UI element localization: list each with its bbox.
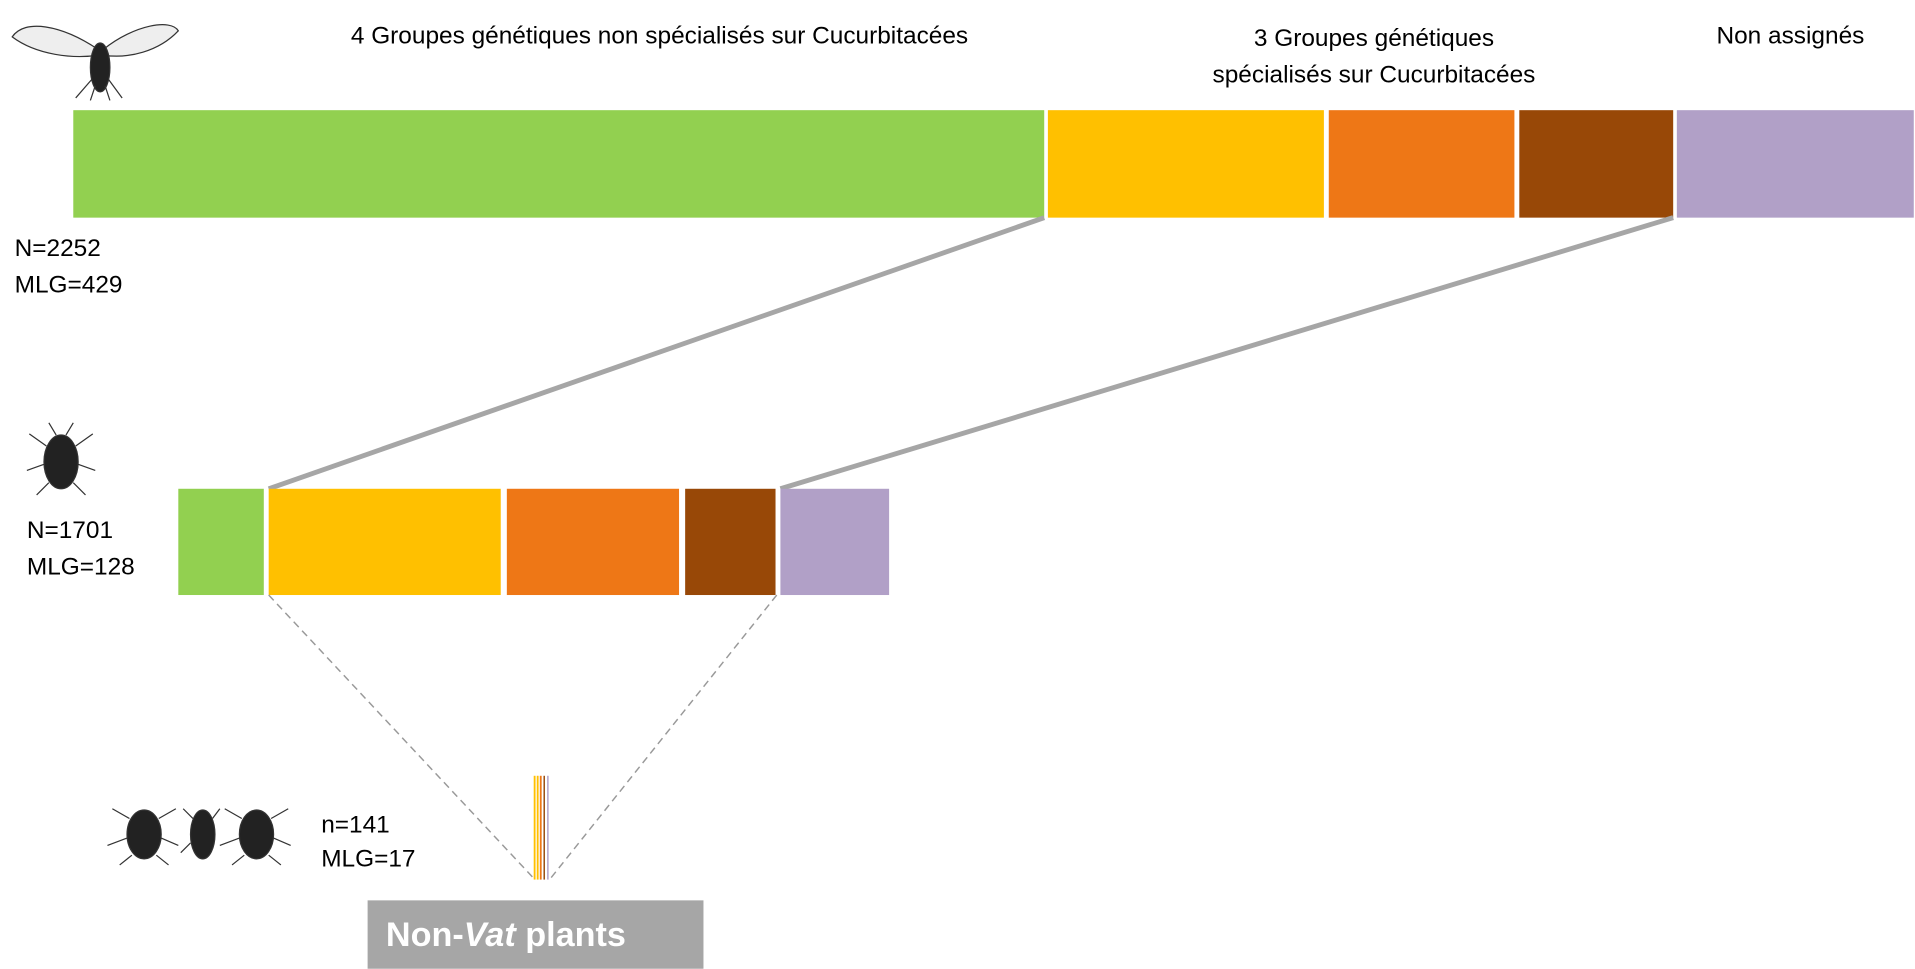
level-n: N=1701 (27, 517, 113, 544)
level-n: N=2252 (15, 235, 101, 262)
segment (547, 775, 549, 880)
winged-aphid-icon (11, 24, 180, 101)
segment (1519, 110, 1674, 218)
level-mlg: MLG=429 (15, 271, 123, 298)
header-specialized: 3 Groupes génétiques (1254, 25, 1494, 52)
segment (506, 488, 680, 596)
bar-row-2 (178, 488, 890, 596)
segment (1047, 110, 1324, 218)
segment (178, 488, 264, 596)
level-n: n=141 (321, 811, 390, 838)
dashed-connector (268, 594, 536, 881)
segment (780, 488, 890, 596)
aphid-icon (26, 422, 96, 496)
segment (268, 488, 501, 596)
connector (779, 215, 1674, 492)
box-prefix: Non- (386, 916, 464, 954)
aphid-group-icon (107, 808, 291, 866)
segment (533, 775, 536, 880)
segment (539, 775, 542, 880)
label-box-text: Non-Vat plants (386, 916, 626, 954)
level-mlg: MLG=17 (321, 846, 415, 873)
segment (73, 110, 1045, 218)
bar-row-1 (73, 110, 1914, 218)
segment (1328, 110, 1515, 218)
header-non-specialized: 4 Groupes génétiques non spécialisés sur… (351, 22, 968, 49)
segment (543, 775, 545, 880)
segment (536, 775, 539, 880)
bar-row-3 (533, 775, 549, 880)
box-suffix: plants (516, 916, 626, 954)
level-mlg: MLG=128 (27, 554, 135, 581)
dashed-connector (549, 594, 778, 881)
header-unassigned: Non assignés (1716, 22, 1864, 49)
label-box (367, 900, 704, 969)
connector (267, 215, 1046, 492)
segment (685, 488, 776, 596)
segment (1676, 110, 1914, 218)
box-italic: Vat (464, 916, 518, 954)
header-specialized: spécialisés sur Cucurbitacées (1213, 61, 1536, 88)
